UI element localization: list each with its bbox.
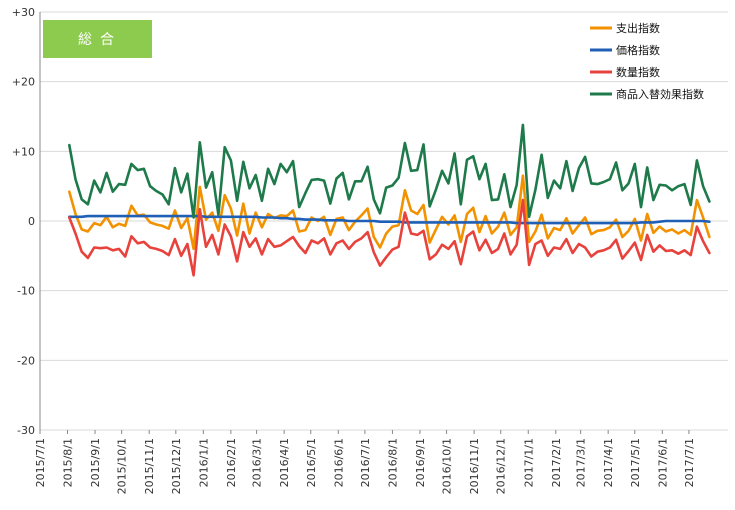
x-tick-label: 2017/4/1 <box>602 438 615 487</box>
chart-title-badge: 総合 <box>43 20 152 58</box>
x-tick-label: 2016/6/1 <box>332 438 345 487</box>
x-tick-label: 2015/7/1 <box>34 438 47 487</box>
x-tick-label: 2016/4/1 <box>278 438 291 487</box>
x-tick-label: 2015/12/1 <box>170 438 183 494</box>
x-tick-label: 2016/1/1 <box>197 438 210 487</box>
y-tick-label: -30 <box>17 424 35 437</box>
y-tick-label: +30 <box>12 6 35 19</box>
x-tick-label: 2016/12/1 <box>495 438 508 494</box>
x-tick-label: 2016/5/1 <box>305 438 318 487</box>
x-tick-label: 2017/3/1 <box>575 438 588 487</box>
y-tick-label: -20 <box>17 354 35 367</box>
x-tick-label: 2017/7/1 <box>683 438 696 487</box>
x-tick-label: 2017/1/1 <box>522 438 535 487</box>
legend-label-0: 支出指数 <box>616 21 660 35</box>
y-tick-label: -10 <box>17 285 35 298</box>
x-tick-label: 2016/3/1 <box>251 438 264 487</box>
x-tick-label: 2016/2/1 <box>225 438 238 487</box>
legend-label-2: 数量指数 <box>616 65 660 79</box>
x-tick-label: 2015/9/1 <box>89 438 102 487</box>
gridlines <box>40 11 728 431</box>
legend-label-3: 商品入替効果指数 <box>616 87 704 101</box>
series-line-2 <box>68 198 711 277</box>
y-axis-ticks: +30 +20 +10 0 -10 -20 -30 <box>12 6 35 437</box>
series-line-1 <box>68 214 711 225</box>
x-tick-label: 2017/6/1 <box>656 438 669 487</box>
x-tick-label: 2016/10/1 <box>441 438 454 494</box>
x-tick-label: 2016/11/1 <box>468 438 481 494</box>
x-tick-label: 2016/8/1 <box>386 438 399 487</box>
x-tick-label: 2016/7/1 <box>359 438 372 487</box>
x-tick-label: 2015/10/1 <box>116 438 129 494</box>
series-line-0 <box>68 174 711 251</box>
x-tick-label: 2015/8/1 <box>62 438 75 487</box>
title-badge-background <box>43 20 152 58</box>
x-axis-ticks: 2015/7/1 2015/8/1 2015/9/1 2015/10/1 2015/11… <box>34 430 696 494</box>
x-tick-label: 2017/2/1 <box>550 438 563 487</box>
y-tick-label: +20 <box>12 76 35 89</box>
x-tick-label: 2015/11/1 <box>143 438 156 494</box>
chart-title: 総合 <box>78 32 122 48</box>
series-lines <box>68 123 711 277</box>
series-line-3 <box>68 123 711 219</box>
x-tick-label: 2016/9/1 <box>414 438 427 487</box>
y-tick-label: +10 <box>12 145 35 158</box>
legend-label-1: 価格指数 <box>616 43 660 57</box>
x-tick-label: 2017/5/1 <box>629 438 642 487</box>
y-tick-label: 0 <box>28 215 35 228</box>
